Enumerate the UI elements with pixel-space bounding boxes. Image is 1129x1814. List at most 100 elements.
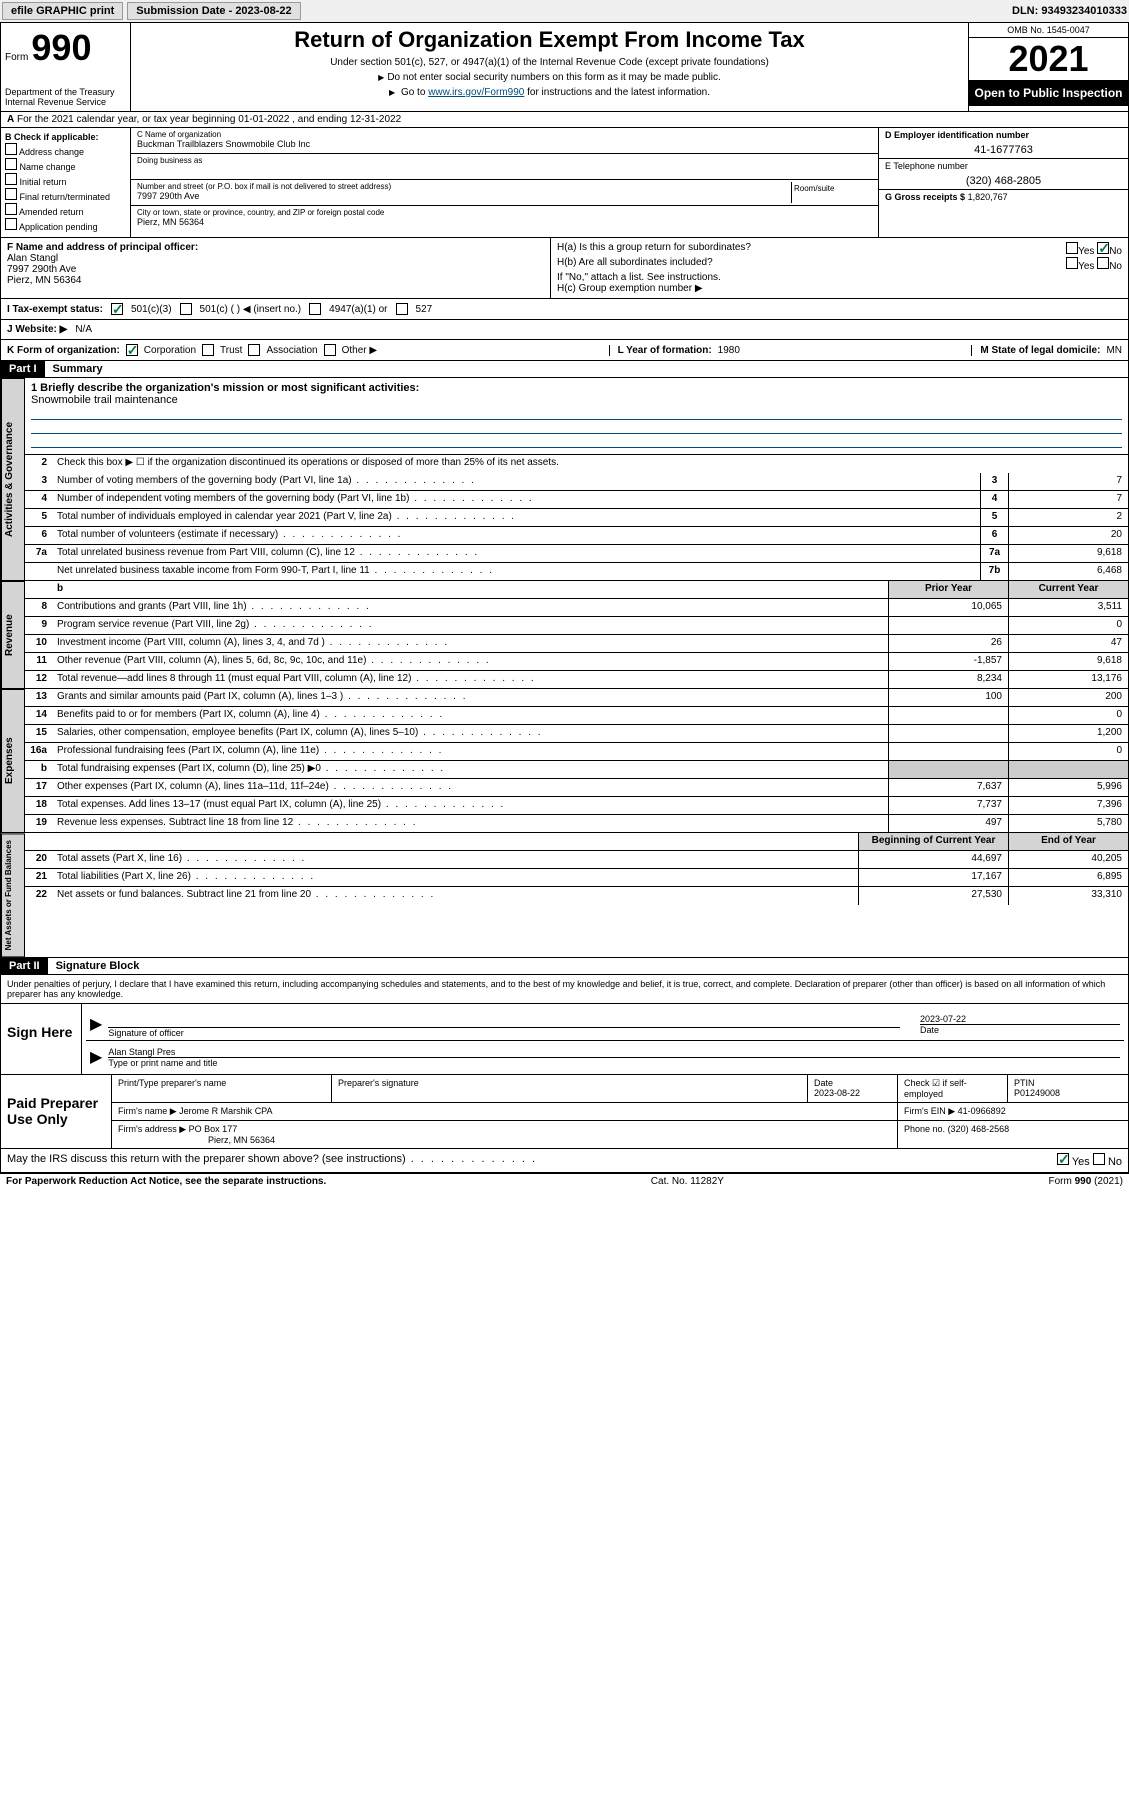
form-header: Form 990 Department of the Treasury Inte… — [0, 22, 1129, 112]
current-year-hdr: Current Year — [1008, 581, 1128, 598]
hb-label: H(b) Are all subordinates included? — [557, 257, 713, 272]
rev-line-10: 10Investment income (Part VIII, column (… — [25, 635, 1128, 653]
col-d-contact: D Employer identification number 41-1677… — [878, 128, 1128, 237]
city-label: City or town, state or province, country… — [137, 208, 872, 217]
ha-yes: Yes — [1078, 246, 1094, 257]
line1-label: 1 Briefly describe the organization's mi… — [31, 382, 419, 394]
subtitle-3: Go to www.irs.gov/Form990 for instructio… — [135, 87, 964, 98]
firm-name-label: Firm's name ▶ — [118, 1106, 177, 1116]
vtab-netassets: Net Assets or Fund Balances — [1, 833, 25, 957]
form-number: 990 — [31, 27, 91, 68]
sig-officer-label: Signature of officer — [108, 1028, 183, 1038]
row-k-label: K Form of organization: — [7, 345, 120, 356]
goto-pre: Go to — [401, 87, 428, 98]
cat-no: Cat. No. 11282Y — [651, 1176, 724, 1187]
exp-line-14: 14Benefits paid to or for members (Part … — [25, 707, 1128, 725]
cb-527[interactable] — [396, 303, 408, 315]
org-name-field: C Name of organization Buckman Trailblaz… — [131, 128, 878, 154]
exp-line-16a: 16aProfessional fundraising fees (Part I… — [25, 743, 1128, 761]
na-line-21: 21Total liabilities (Part X, line 26)17,… — [25, 869, 1128, 887]
ein-value: 41-1677763 — [885, 140, 1122, 156]
submission-date-btn[interactable]: Submission Date - 2023-08-22 — [127, 2, 300, 20]
part1-section: Activities & Governance 1 Briefly descri… — [0, 378, 1129, 958]
prep-sig-hdr: Preparer's signature — [338, 1078, 801, 1088]
line2-desc: Check this box ▶ ☐ if the organization d… — [53, 455, 1128, 473]
exp-line-15: 15Salaries, other compensation, employee… — [25, 725, 1128, 743]
cb-501c3[interactable] — [111, 303, 123, 315]
exp-line-13: 13Grants and similar amounts paid (Part … — [25, 689, 1128, 707]
org-name-label: C Name of organization — [137, 130, 872, 139]
line-7b: Net unrelated business taxable income fr… — [25, 563, 1128, 581]
phone-value: (320) 468-2805 — [885, 171, 1122, 187]
prep-self-emp: Check ☑ if self-employed — [904, 1078, 967, 1099]
street-value: 7997 290th Ave — [137, 191, 791, 201]
prep-row-1: Print/Type preparer's name Preparer's si… — [112, 1075, 1128, 1103]
prep-date-val: 2023-08-22 — [814, 1088, 891, 1098]
exp-line-19: 19Revenue less expenses. Subtract line 1… — [25, 815, 1128, 833]
cb-corp[interactable] — [126, 344, 138, 356]
dln-label: DLN: 93493234010333 — [1012, 5, 1127, 17]
cb-trust[interactable] — [202, 344, 214, 356]
subtitle-1: Under section 501(c), 527, or 4947(a)(1)… — [135, 57, 964, 68]
dba-field: Doing business as — [131, 154, 878, 180]
firm-phone-val: (320) 468-2568 — [948, 1124, 1010, 1134]
cb-address-change[interactable]: Address change — [5, 143, 126, 157]
page-footer: For Paperwork Reduction Act Notice, see … — [0, 1173, 1129, 1189]
discuss-row: May the IRS discuss this return with the… — [0, 1149, 1129, 1173]
row-fh: F Name and address of principal officer:… — [0, 238, 1129, 299]
527-label: 527 — [416, 304, 433, 315]
form-title: Return of Organization Exempt From Incom… — [135, 27, 964, 53]
hb-yes: Yes — [1078, 261, 1094, 272]
discuss-yes: Yes — [1072, 1156, 1090, 1168]
hc-label: H(c) Group exemption number ▶ — [557, 283, 1122, 294]
cb-amended[interactable]: Amended return — [5, 203, 126, 217]
discuss-no-cb[interactable] — [1093, 1153, 1105, 1165]
cb-name-change[interactable]: Name change — [5, 158, 126, 172]
rev-line-8: 8Contributions and grants (Part VIII, li… — [25, 599, 1128, 617]
year-formation-value: 1980 — [718, 345, 740, 356]
cb-assoc[interactable] — [248, 344, 260, 356]
end-year-hdr: End of Year — [1008, 833, 1128, 850]
street-label: Number and street (or P.O. box if mail i… — [137, 182, 791, 191]
city-value: Pierz, MN 56364 — [137, 217, 872, 227]
501c3-label: 501(c)(3) — [131, 304, 172, 315]
row-f-label: F Name and address of principal officer: — [7, 242, 198, 253]
cb-final-return[interactable]: Final return/terminated — [5, 188, 126, 202]
year-box: OMB No. 1545-0047 2021 Open to Public In… — [968, 23, 1128, 111]
phone-field: E Telephone number (320) 468-2805 — [879, 159, 1128, 190]
pra-notice: For Paperwork Reduction Act Notice, see … — [6, 1176, 326, 1187]
sig-date-value: 2023-07-22 — [920, 1014, 1120, 1025]
irs-label: Internal Revenue Service — [5, 97, 126, 107]
line-1-mission: 1 Briefly describe the organization's mi… — [25, 378, 1128, 455]
row-i-label: I Tax-exempt status: — [7, 304, 103, 315]
efile-topbar: efile GRAPHIC print Submission Date - 20… — [0, 0, 1129, 22]
line-5: 5Total number of individuals employed in… — [25, 509, 1128, 527]
cb-4947[interactable] — [309, 303, 321, 315]
domicile-value: MN — [1106, 345, 1122, 356]
sig-date-label: Date — [920, 1025, 939, 1035]
year-formation-label: L Year of formation: — [618, 345, 712, 356]
line-6: 6Total number of volunteers (estimate if… — [25, 527, 1128, 545]
declaration: Under penalties of perjury, I declare th… — [0, 975, 1129, 1004]
line-2: 2 Check this box ▶ ☐ if the organization… — [25, 455, 1128, 473]
part2-header: Part II Signature Block — [0, 958, 1129, 975]
firm-addr-val: PO Box 177 — [189, 1124, 238, 1134]
cb-501c[interactable] — [180, 303, 192, 315]
cb-app-pending[interactable]: Application pending — [5, 218, 126, 232]
form-ref: Form 990 (2021) — [1049, 1176, 1124, 1187]
prep-row-2: Firm's name ▶ Jerome R Marshik CPA Firm'… — [112, 1103, 1128, 1121]
part1-title: Summary — [45, 361, 111, 377]
cb-other[interactable] — [324, 344, 336, 356]
discuss-yes-cb[interactable] — [1057, 1153, 1069, 1165]
row-k-form-org: K Form of organization: Corporation Trus… — [0, 340, 1129, 361]
cb-initial-return[interactable]: Initial return — [5, 173, 126, 187]
irs-link[interactable]: www.irs.gov/Form990 — [428, 87, 524, 98]
gross-field: G Gross receipts $ 1,820,767 — [879, 190, 1128, 220]
firm-phone-label: Phone no. — [904, 1124, 945, 1134]
dept-treasury: Department of the Treasury — [5, 87, 126, 97]
city-field: City or town, state or province, country… — [131, 206, 878, 232]
efile-graphic-btn[interactable]: efile GRAPHIC print — [2, 2, 123, 20]
firm-ein-label: Firm's EIN ▶ — [904, 1106, 955, 1116]
main-info-block: B Check if applicable: Address change Na… — [0, 128, 1129, 238]
gross-label: G Gross receipts $ — [885, 192, 965, 202]
